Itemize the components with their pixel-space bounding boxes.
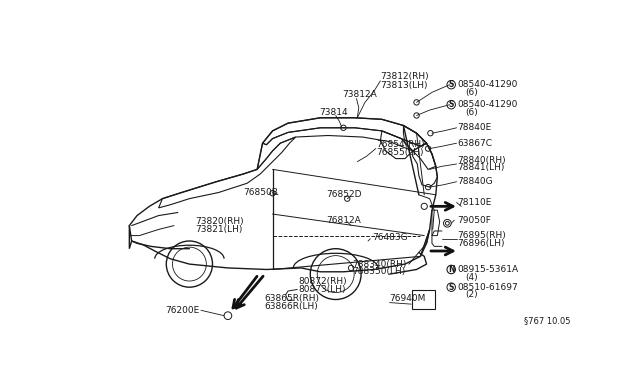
Text: 76200E: 76200E	[164, 306, 199, 315]
Text: 76854(RH): 76854(RH)	[376, 140, 424, 149]
Text: 76812A: 76812A	[326, 216, 361, 225]
Text: S: S	[449, 283, 454, 292]
Text: 78840G: 78840G	[458, 177, 493, 186]
Text: N: N	[448, 265, 454, 274]
Text: §767 10.05: §767 10.05	[524, 316, 570, 325]
Text: (4): (4)	[465, 273, 477, 282]
Text: 76850B: 76850B	[243, 188, 278, 197]
Text: 73812(RH): 73812(RH)	[380, 73, 429, 81]
Text: S: S	[449, 100, 454, 109]
Text: (6): (6)	[465, 88, 478, 97]
Text: (6): (6)	[465, 108, 478, 117]
Text: 08540-41290: 08540-41290	[458, 80, 518, 89]
Text: 76852D: 76852D	[326, 190, 362, 199]
Text: 79050F: 79050F	[458, 216, 492, 225]
Text: 76895(RH): 76895(RH)	[458, 231, 506, 240]
Text: 73821(LH): 73821(LH)	[196, 225, 243, 234]
Text: 73814: 73814	[319, 108, 348, 117]
Text: 80872(RH): 80872(RH)	[299, 277, 348, 286]
Text: 73812A: 73812A	[342, 90, 376, 99]
Text: 08540-41290: 08540-41290	[458, 100, 518, 109]
Text: 78841(LH): 78841(LH)	[458, 163, 505, 172]
Text: 08510-61697: 08510-61697	[458, 283, 518, 292]
Text: 73813(LH): 73813(LH)	[380, 81, 428, 90]
Text: 63865R(RH): 63865R(RH)	[265, 294, 320, 303]
Text: 76483G: 76483G	[372, 232, 408, 242]
Text: 73820(RH): 73820(RH)	[196, 217, 244, 226]
Text: 78840(RH): 78840(RH)	[458, 155, 506, 165]
Text: 76855(LH): 76855(LH)	[376, 148, 423, 157]
Text: 80873(LH): 80873(LH)	[299, 285, 346, 294]
Text: 788340(RH): 788340(RH)	[353, 260, 407, 269]
Text: 76940M: 76940M	[390, 294, 426, 303]
Text: (2): (2)	[465, 291, 477, 299]
Text: 76896(LH): 76896(LH)	[458, 239, 505, 248]
Text: 63867C: 63867C	[458, 139, 492, 148]
Text: 788350(LH): 788350(LH)	[353, 267, 406, 276]
Text: S: S	[449, 80, 454, 89]
Text: 08915-5361A: 08915-5361A	[458, 265, 518, 274]
Text: 78110E: 78110E	[458, 198, 492, 207]
Text: 63866R(LH): 63866R(LH)	[265, 302, 319, 311]
Text: 78840E: 78840E	[458, 123, 492, 132]
